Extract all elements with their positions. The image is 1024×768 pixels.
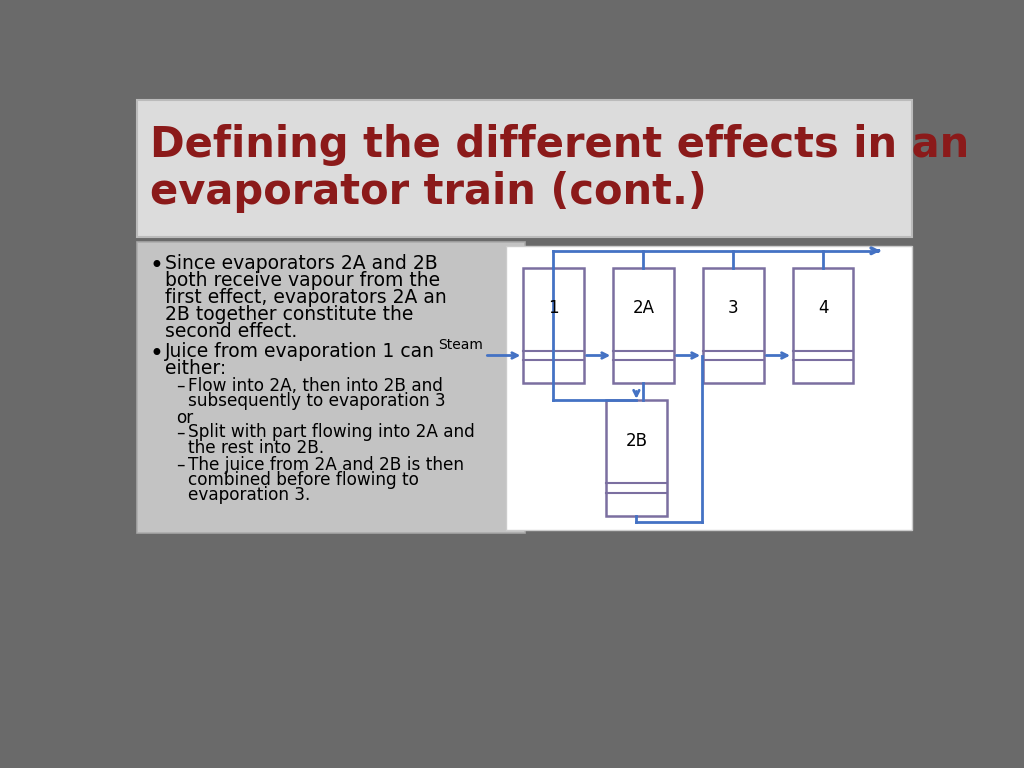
- Text: 2B: 2B: [626, 432, 647, 449]
- Text: 2B together constitute the: 2B together constitute the: [165, 305, 414, 323]
- Text: –: –: [176, 377, 184, 395]
- Text: •: •: [150, 342, 164, 366]
- Text: either:: either:: [165, 359, 226, 378]
- Text: Defining the different effects in an: Defining the different effects in an: [150, 124, 969, 166]
- Bar: [506, 247, 912, 529]
- Bar: [613, 268, 674, 383]
- Text: both receive vapour from the: both receive vapour from the: [165, 271, 440, 290]
- Text: second effect.: second effect.: [165, 322, 297, 341]
- Text: first effect, evaporators 2A an: first effect, evaporators 2A an: [165, 288, 446, 306]
- Text: evaporator train (cont.): evaporator train (cont.): [150, 171, 707, 214]
- Text: 1: 1: [548, 300, 559, 317]
- Text: The juice from 2A and 2B is then: The juice from 2A and 2B is then: [188, 455, 465, 474]
- Text: evaporation 3.: evaporation 3.: [188, 486, 311, 505]
- Bar: [606, 400, 667, 515]
- Text: 3: 3: [728, 300, 738, 317]
- Text: Split with part flowing into 2A and: Split with part flowing into 2A and: [188, 423, 475, 442]
- Text: the rest into 2B.: the rest into 2B.: [188, 439, 325, 457]
- Text: –: –: [176, 423, 184, 442]
- Bar: [793, 268, 853, 383]
- Text: subsequently to evaporation 3: subsequently to evaporation 3: [188, 392, 446, 410]
- Bar: [703, 268, 764, 383]
- Text: or: or: [176, 409, 194, 428]
- Text: –: –: [176, 455, 184, 474]
- Bar: [137, 243, 524, 533]
- Text: Steam: Steam: [438, 339, 483, 353]
- Bar: [523, 268, 584, 383]
- Text: •: •: [150, 254, 164, 278]
- Text: Juice from evaporation 1 can: Juice from evaporation 1 can: [165, 342, 435, 361]
- Text: combined before flowing to: combined before flowing to: [188, 471, 419, 489]
- Text: Since evaporators 2A and 2B: Since evaporators 2A and 2B: [165, 254, 438, 273]
- Text: 2A: 2A: [633, 300, 654, 317]
- Text: Flow into 2A, then into 2B and: Flow into 2A, then into 2B and: [188, 377, 443, 395]
- Text: 4: 4: [818, 300, 828, 317]
- Bar: [137, 100, 912, 237]
